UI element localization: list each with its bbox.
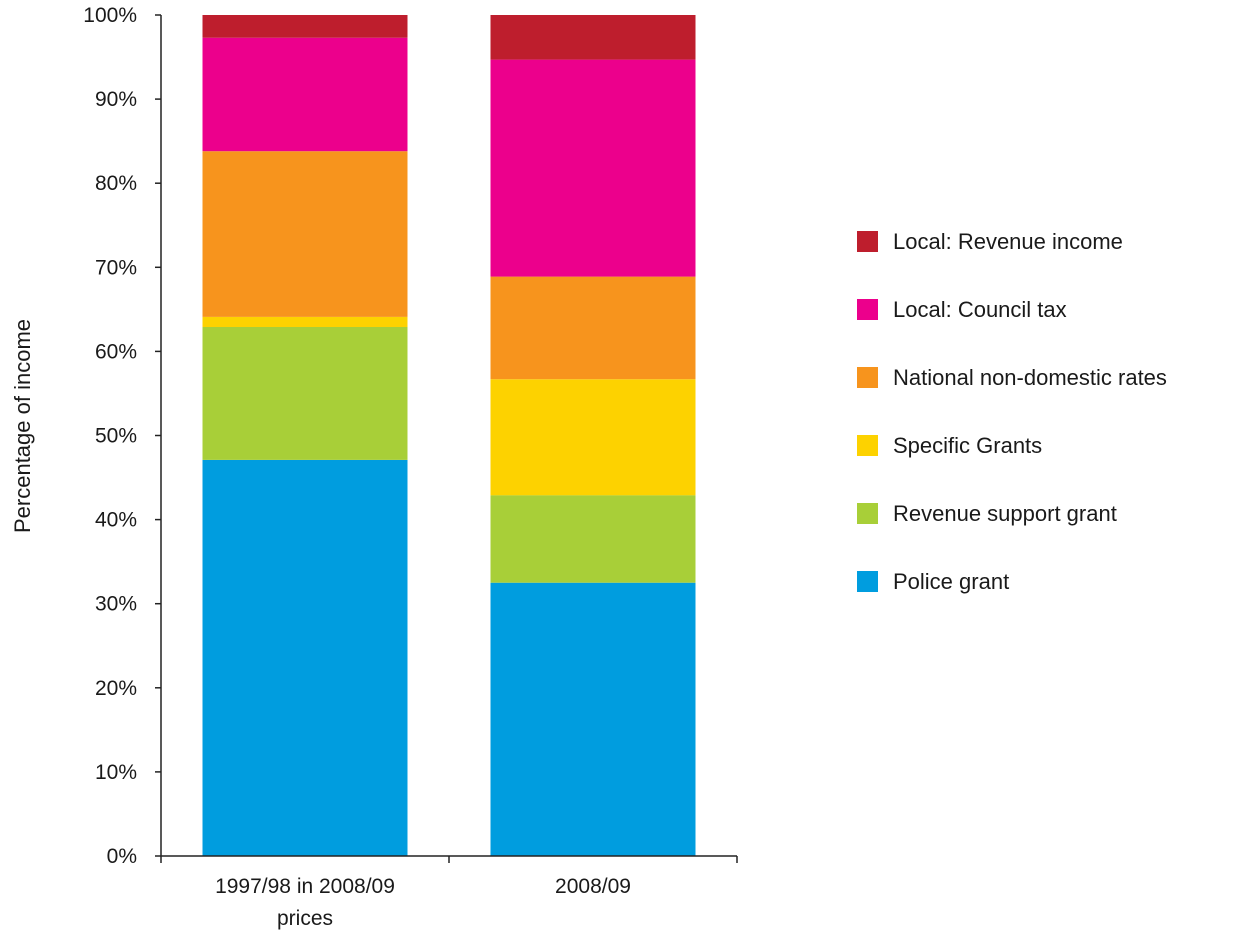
bar-segment-1-police-grant xyxy=(202,459,408,856)
bar-segment-2-local-revenue-income xyxy=(490,15,696,60)
y-tick-label: 30% xyxy=(95,593,137,616)
x-category-label: prices xyxy=(277,907,333,930)
bar-segment-2-police-grant xyxy=(490,582,696,856)
y-tick-label: 100% xyxy=(83,4,137,27)
y-tick-label: 10% xyxy=(95,761,137,784)
legend-swatch xyxy=(857,571,878,592)
legend-swatch xyxy=(857,299,878,320)
y-tick-label: 90% xyxy=(95,88,137,111)
x-category-label: 1997/98 in 2008/09 xyxy=(215,875,395,898)
bar-segment-1-specific-grants xyxy=(202,316,408,327)
legend-swatch xyxy=(857,503,878,524)
legend-label: Specific Grants xyxy=(893,433,1042,458)
legend-swatch xyxy=(857,231,878,252)
bar-segment-2-specific-grants xyxy=(490,379,696,496)
legend-swatch xyxy=(857,367,878,388)
bar-segment-1-local-council-tax xyxy=(202,37,408,152)
x-category-label: 2008/09 xyxy=(555,875,631,898)
y-tick-label: 80% xyxy=(95,172,137,195)
bar-segment-2-revenue-support-grant xyxy=(490,495,696,583)
bar-segment-1-local-revenue-income xyxy=(202,15,408,38)
bar-segment-1-national-non-domestic-rates xyxy=(202,151,408,317)
y-tick-label: 40% xyxy=(95,509,137,532)
y-tick-label: 60% xyxy=(95,340,137,363)
legend-label: National non-domestic rates xyxy=(893,365,1167,390)
legend-label: Revenue support grant xyxy=(893,501,1117,526)
y-tick-label: 70% xyxy=(95,256,137,279)
bars-group xyxy=(202,15,696,856)
legend-label: Local: Revenue income xyxy=(893,229,1123,254)
bar-segment-1-revenue-support-grant xyxy=(202,327,408,460)
y-axis-title: Percentage of income xyxy=(10,319,35,533)
legend: Local: Revenue income Local: Council tax N… xyxy=(857,229,1167,594)
legend-label: Local: Council tax xyxy=(893,297,1067,322)
bar-segment-2-local-council-tax xyxy=(490,59,696,277)
y-tick-label: 50% xyxy=(95,425,137,448)
y-tick-label: 0% xyxy=(107,845,137,868)
legend-label: Police grant xyxy=(893,569,1009,594)
axes-group: 0% 10% 20% 30% 40% 50% 60% 70% 80% 90% 100% 1997/98… xyxy=(83,4,738,930)
bar-segment-2-national-non-domestic-rates xyxy=(490,276,696,380)
y-tick-label: 20% xyxy=(95,677,137,700)
legend-swatch xyxy=(857,435,878,456)
